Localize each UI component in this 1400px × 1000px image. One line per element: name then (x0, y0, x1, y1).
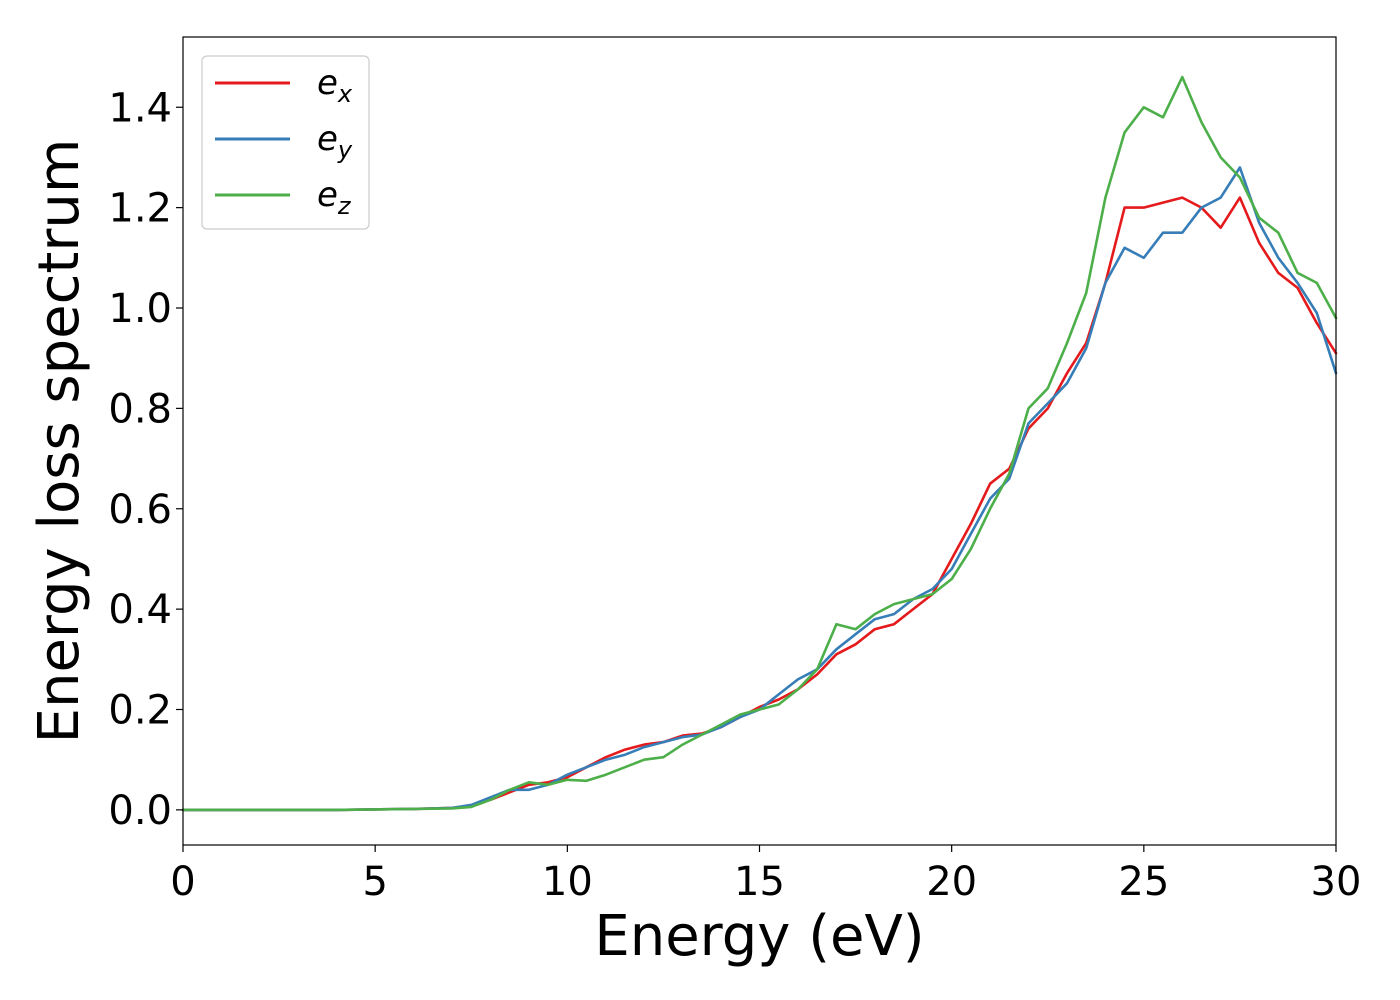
y-axis-title: Energy loss spectrum (27, 139, 92, 744)
series-layer (181, 75, 1338, 812)
legend: ex ey ez (201, 55, 370, 230)
legend-label-y: ey (317, 119, 353, 164)
x-axis: 0 5 10 15 20 25 30 (170, 845, 1361, 905)
y-tick-label: 1.0 (108, 286, 172, 332)
legend-label-z: ez (317, 175, 352, 220)
y-tick-label: 0.6 (108, 487, 172, 533)
legend-label-x: ex (317, 63, 353, 108)
y-axis: 0.0 0.2 0.4 0.6 0.8 1.0 1.2 1.4 (108, 85, 183, 834)
y-tick-label: 1.4 (108, 85, 172, 131)
y-tick-label: 1.2 (108, 186, 172, 232)
y-tick-label: 0.0 (108, 788, 172, 834)
y-tick-label: 0.2 (108, 687, 172, 733)
legend-frame (201, 55, 370, 230)
series-line-z (181, 75, 1338, 812)
y-tick-label: 0.4 (108, 587, 172, 633)
series-line-y (181, 166, 1338, 812)
x-tick-label: 5 (362, 859, 387, 905)
x-tick-label: 25 (1118, 859, 1169, 905)
x-tick-label: 0 (170, 859, 195, 905)
x-axis-title: Energy (eV) (594, 904, 924, 969)
x-tick-label: 20 (926, 859, 977, 905)
x-tick-label: 15 (734, 859, 785, 905)
y-tick-label: 0.8 (108, 386, 172, 432)
x-tick-label: 10 (542, 859, 593, 905)
x-tick-label: 30 (1311, 859, 1362, 905)
